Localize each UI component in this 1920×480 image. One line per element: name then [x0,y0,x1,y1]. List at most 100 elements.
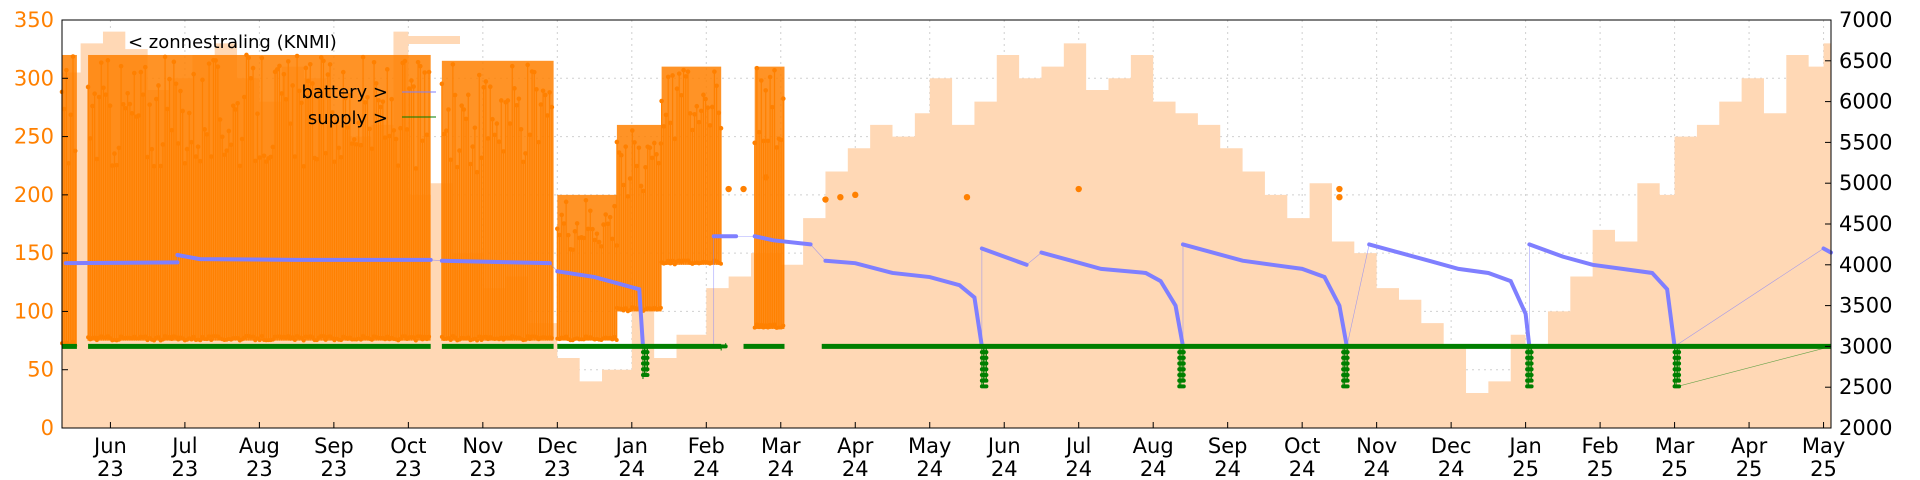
orange-point [171,59,177,65]
orange-point [666,258,671,263]
orange-point [71,339,75,344]
right-tick-label: 6000 [1839,90,1892,114]
orange-point [96,94,102,100]
orange-point [116,145,122,151]
x-tick-year: 23 [469,457,496,480]
orange-point [685,69,691,74]
orange-point [327,62,333,67]
x-tick-month: Jun [92,434,127,458]
orange-point [270,144,276,150]
orange-point [228,142,234,148]
orange-point [279,91,284,96]
supply-series [62,343,1832,389]
orange-point [450,62,456,67]
orange-point [759,322,764,327]
orange-point [476,72,482,78]
battery-line [1039,250,1185,349]
orange-point [674,86,680,92]
right-tick-label: 3000 [1839,334,1892,358]
orange-point [224,148,229,153]
right-tick-label: 4500 [1839,212,1892,236]
orange-values-series [59,52,1343,349]
orange-point [215,64,221,70]
orange-point [475,338,480,343]
orange-point [307,61,313,67]
orange-point [387,133,392,139]
supply-dip-point [645,361,650,366]
orange-point [446,107,451,112]
orange-point [358,337,363,342]
orange-point [339,338,344,343]
orange-point [690,127,695,133]
orange-point [321,334,326,339]
orange-point [116,337,121,342]
orange-point [380,99,386,104]
x-tick-month: Aug [239,434,280,458]
orange-point [498,98,504,103]
orange-point [409,78,414,83]
orange-point [191,71,196,77]
orange-point [290,83,295,88]
orange-point [296,88,302,94]
orange-point [292,154,298,159]
x-tick-month: Jan [614,434,648,458]
orange-point [182,161,188,166]
orange-point [574,221,580,226]
supply-dip-point [1181,378,1186,383]
orange-point [725,185,732,193]
supply-dip-point [645,355,650,360]
supply-dip-point [1181,372,1186,377]
orange-point [614,139,620,145]
orange-point [701,92,706,98]
orange-point [525,334,530,339]
left-tick-label: 200 [14,183,54,207]
supply-dip-point [984,384,989,389]
orange-point [692,112,697,117]
battery-connector [1026,252,1042,266]
orange-point [142,64,148,70]
orange-point [198,338,203,343]
x-tick-year: 25 [1736,457,1763,480]
orange-point [670,258,675,263]
orange-point [345,125,350,130]
supply-dip-point [1677,372,1682,377]
orange-point [463,116,469,122]
orange-point [156,335,161,340]
orange-point [376,97,381,103]
right-tick-label: 2500 [1839,375,1892,399]
orange-point [596,239,602,245]
orange-point [281,71,287,77]
supply-dip-point [1345,378,1350,383]
orange-point [1336,193,1343,201]
orange-point [152,338,157,343]
orange-point [402,58,408,64]
x-tick-month: May [1802,434,1845,458]
battery-series [63,234,1833,349]
orange-point [441,131,447,137]
orange-point [509,63,515,69]
orange-point [555,226,560,232]
orange-point [66,161,71,166]
supply-dip-point [1677,350,1682,355]
orange-point [656,160,662,166]
orange-point [143,334,148,339]
orange-point [705,105,711,110]
supply-dip-point [1529,350,1534,355]
orange-point [712,69,717,74]
orange-point [561,221,567,226]
orange-point [314,156,320,162]
orange-point [694,103,700,109]
right-tick-label: 3500 [1839,294,1892,318]
orange-point [305,78,311,84]
orange-point [588,208,593,214]
orange-point [761,138,766,144]
orange-point [189,337,194,342]
orange-point [636,145,642,151]
orange-point [356,120,361,126]
orange-point [290,335,295,340]
orange-point [465,92,471,98]
orange-point [763,88,769,93]
x-tick-month: Mar [1655,434,1695,458]
battery-line [752,234,813,247]
orange-point [585,226,591,232]
